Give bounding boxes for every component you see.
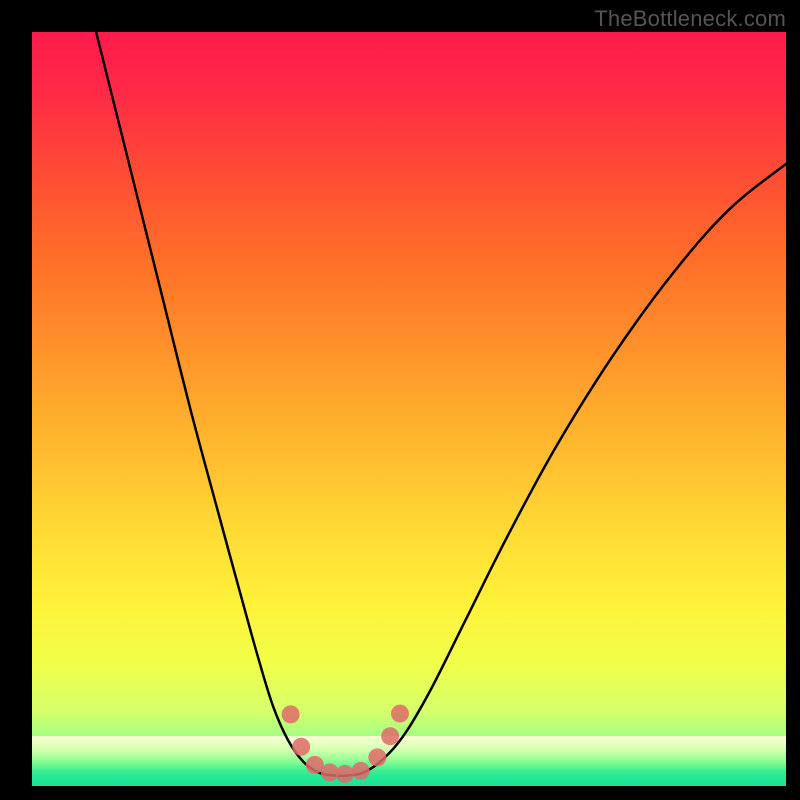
marker-dot [381, 727, 399, 745]
bottleneck-chart [0, 0, 800, 800]
marker-dot [336, 765, 354, 783]
marker-dot [391, 705, 409, 723]
marker-dot [282, 705, 300, 723]
marker-dot [352, 762, 370, 780]
green-bottom-band [32, 736, 786, 786]
marker-dot [368, 748, 386, 766]
gradient-background [32, 32, 786, 786]
marker-dot [292, 738, 310, 756]
watermark-text: TheBottleneck.com [594, 6, 786, 32]
